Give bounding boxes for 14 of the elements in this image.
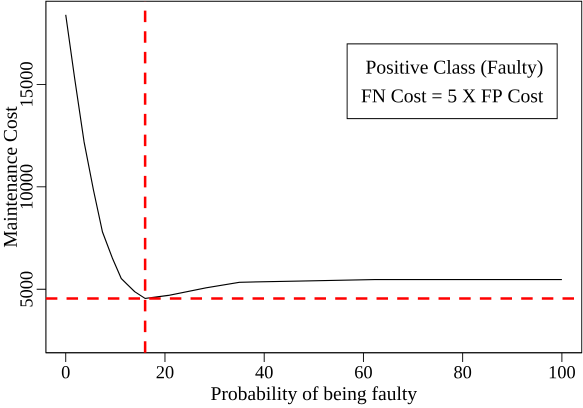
x-tick-label: 80 — [454, 366, 472, 378]
x-tick-label: 20 — [156, 366, 174, 378]
y-tick-label: 10000 — [20, 164, 33, 208]
y-tick-label: 15000 — [20, 62, 33, 106]
annotation: FN Cost = 5 X FP Cost — [362, 89, 544, 102]
y-axis-title: Maintenance Cost — [4, 106, 17, 248]
x-tick-label: 40 — [255, 366, 273, 378]
y-tick-label: 5000 — [20, 272, 33, 307]
x-tick-label: 60 — [355, 366, 372, 378]
x-axis-title: Probability of being faulty — [211, 386, 418, 404]
annotation: Positive Class (Faulty) — [366, 60, 542, 78]
x-tick-label: 0 — [62, 366, 70, 378]
line-series — [65, 14, 562, 299]
x-tick-label: 100 — [550, 366, 575, 378]
